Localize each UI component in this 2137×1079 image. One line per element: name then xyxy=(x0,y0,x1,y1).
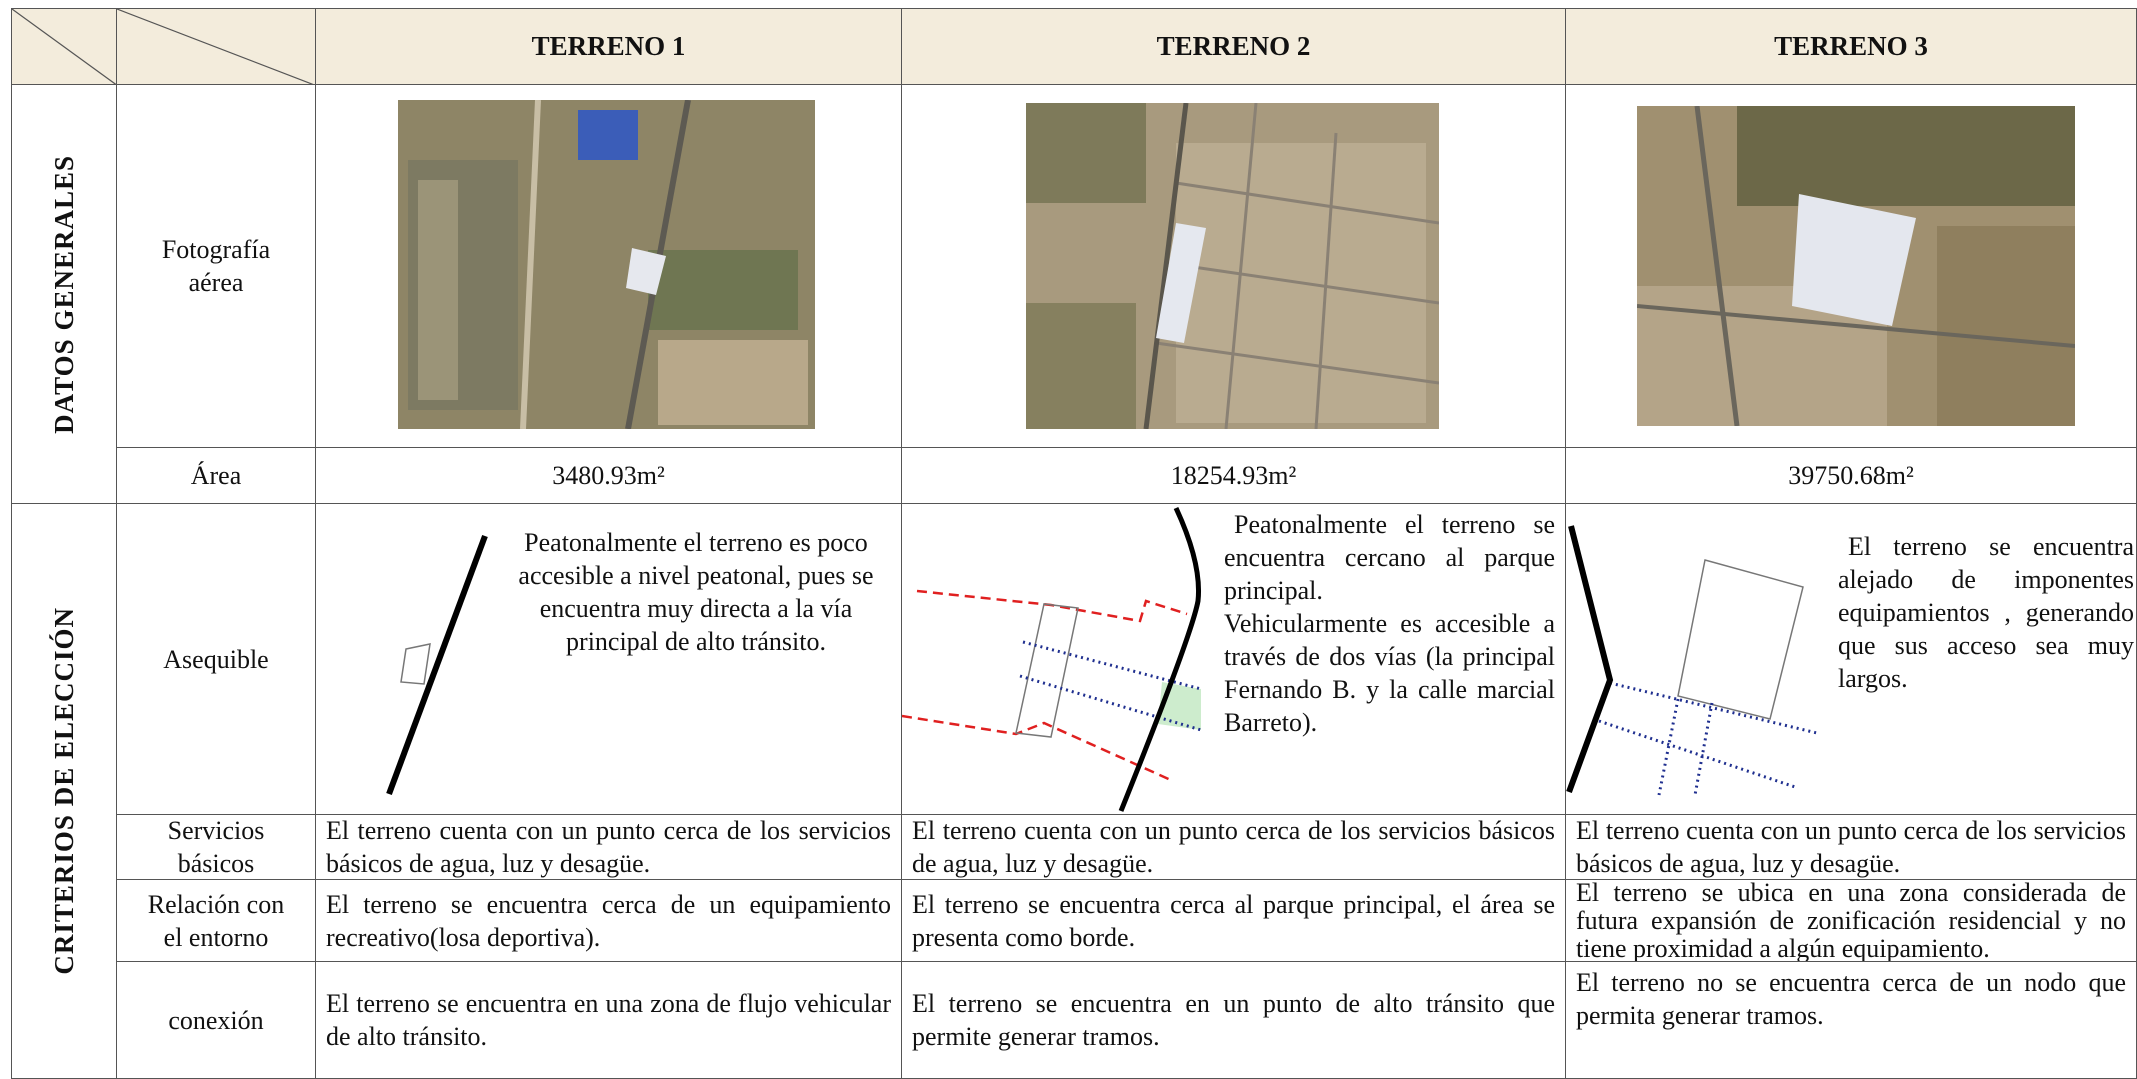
cell-text: El terreno cuenta con un punto cerca de … xyxy=(1576,816,2126,878)
cell-text: El terreno se encuentra en una zona de f… xyxy=(326,989,891,1051)
aerial-photo xyxy=(1026,103,1439,429)
text-cell: El terreno cuenta con un punto cerca de … xyxy=(901,814,1566,880)
area-cell: 39750.68m² xyxy=(1565,447,2137,504)
section-label: DATOS GENERALES xyxy=(11,84,117,504)
text-cell: El terreno se encuentra cerca de un equi… xyxy=(315,879,902,962)
column-header: TERRENO 2 xyxy=(901,8,1566,85)
cell-text: El terreno se ubica en una zona consider… xyxy=(1576,879,2126,962)
row-label-text: Fotografía aérea xyxy=(161,235,271,297)
aerial-photo xyxy=(398,100,815,429)
photo-cell xyxy=(1565,84,2137,448)
section-text: CRITERIOS DE ELECCIÓN xyxy=(48,607,79,975)
access-diagram xyxy=(386,534,488,796)
row-label: Área xyxy=(116,447,316,504)
photo-cell xyxy=(315,84,902,448)
access-cell: Peatonalmente el terreno se encuentra ce… xyxy=(901,503,1566,815)
area-cell: 18254.93m² xyxy=(901,447,1566,504)
access-cell: El terreno se encuentra alejado de impon… xyxy=(1565,503,2137,815)
text-cell: El terreno se encuentra en un punto de a… xyxy=(901,961,1566,1079)
photo-cell xyxy=(901,84,1566,448)
text-cell: El terreno se ubica en una zona consider… xyxy=(1565,879,2137,962)
cell-text: El terreno cuenta con un punto cerca de … xyxy=(912,816,1555,878)
diagonal xyxy=(117,9,314,84)
row-label: Servicios básicos xyxy=(116,814,316,880)
access-text: Peatonalmente el terreno es poco accesib… xyxy=(518,528,874,656)
access-text: El terreno se encuentra alejado de impon… xyxy=(1838,532,2134,693)
row-label: Asequible xyxy=(116,503,316,815)
diagonal xyxy=(12,9,116,84)
column-header: TERRENO 1 xyxy=(315,8,902,85)
row-label: conexión xyxy=(116,961,316,1079)
corner-cell xyxy=(116,8,316,85)
section-label: CRITERIOS DE ELECCIÓN xyxy=(11,503,117,1079)
text-cell: El terreno se encuentra cerca al parque … xyxy=(901,879,1566,962)
cell-text: El terreno se encuentra cerca al parque … xyxy=(912,889,1555,952)
access-diagram xyxy=(1566,525,1818,796)
access-diagram xyxy=(902,506,1202,812)
text-cell: El terreno se encuentra en una zona de f… xyxy=(315,961,902,1079)
column-header: TERRENO 3 xyxy=(1565,8,2137,85)
aerial-photo xyxy=(1637,106,2075,426)
cell-text: El terreno se encuentra cerca de un equi… xyxy=(326,889,891,952)
row-label: Relación con el entorno xyxy=(116,879,316,962)
corner-cell xyxy=(11,8,117,85)
row-label: Fotografía aérea xyxy=(116,84,316,448)
section-text: DATOS GENERALES xyxy=(48,154,79,434)
text-cell: El terreno cuenta con un punto cerca de … xyxy=(1565,814,2137,880)
cell-text: El terreno se encuentra en un punto de a… xyxy=(912,989,1555,1051)
row-label-text: Servicios básicos xyxy=(167,816,265,878)
cell-text: El terreno cuenta con un punto cerca de … xyxy=(326,816,891,878)
text-cell: El terreno no se encuentra cerca de un n… xyxy=(1565,961,2137,1079)
area-cell: 3480.93m² xyxy=(315,447,902,504)
access-cell: Peatonalmente el terreno es poco accesib… xyxy=(315,503,902,815)
row-label-text: Relación con el entorno xyxy=(147,889,285,952)
text-cell: El terreno cuenta con un punto cerca de … xyxy=(315,814,902,880)
access-text: Peatonalmente el terreno se encuentra ce… xyxy=(1224,510,1555,737)
cell-text: El terreno no se encuentra cerca de un n… xyxy=(1576,968,2126,1030)
